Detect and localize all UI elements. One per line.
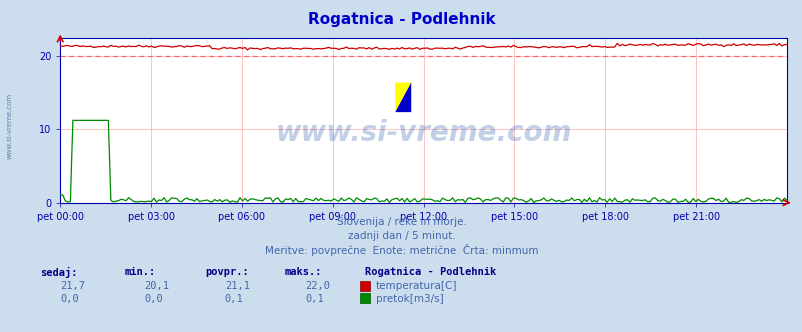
Text: 22,0: 22,0 [305,281,330,290]
Text: Rogatnica - Podlehnik: Rogatnica - Podlehnik [307,12,495,27]
Text: temperatura[C]: temperatura[C] [375,281,456,290]
Text: pretok[m3/s]: pretok[m3/s] [375,294,443,304]
Text: maks.:: maks.: [285,267,322,277]
Text: min.:: min.: [124,267,156,277]
Text: sedaj:: sedaj: [40,267,78,278]
Text: 21,7: 21,7 [60,281,85,290]
Text: 0,1: 0,1 [305,294,323,304]
Text: 21,1: 21,1 [225,281,249,290]
Text: povpr.:: povpr.: [205,267,248,277]
Text: www.si-vreme.com: www.si-vreme.com [6,93,12,159]
Polygon shape [395,83,411,112]
Text: 0,0: 0,0 [144,294,163,304]
Text: Meritve: povprečne  Enote: metrične  Črta: minmum: Meritve: povprečne Enote: metrične Črta:… [265,244,537,256]
Text: 0,0: 0,0 [60,294,79,304]
Text: zadnji dan / 5 minut.: zadnji dan / 5 minut. [347,231,455,241]
Polygon shape [395,83,411,112]
Text: Rogatnica - Podlehnik: Rogatnica - Podlehnik [365,267,496,277]
Text: www.si-vreme.com: www.si-vreme.com [275,120,571,147]
Text: 20,1: 20,1 [144,281,169,290]
Text: 0,1: 0,1 [225,294,243,304]
Text: Slovenija / reke in morje.: Slovenija / reke in morje. [336,217,466,227]
